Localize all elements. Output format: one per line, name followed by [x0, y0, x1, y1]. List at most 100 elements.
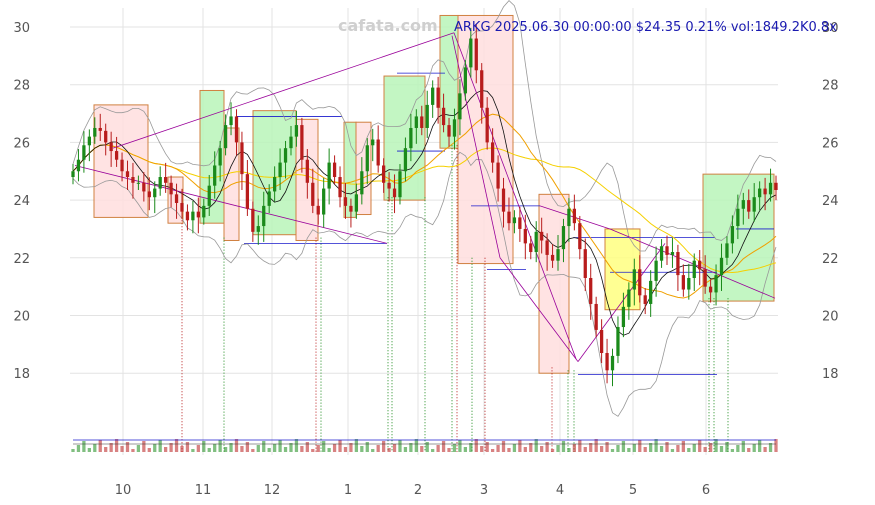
volume-bar — [147, 448, 151, 452]
y-tick-label: 22 — [13, 252, 30, 267]
volume-bar — [360, 446, 364, 452]
level-lines — [236, 72, 774, 376]
candle-body — [698, 260, 702, 270]
candle-body — [207, 185, 211, 206]
volume-bar — [136, 445, 141, 452]
volume-bar — [501, 441, 506, 452]
volume-bar — [256, 445, 260, 452]
candle-body — [125, 171, 130, 178]
volume-bar — [703, 447, 707, 452]
volume-bar — [469, 443, 473, 452]
volume-bar — [676, 445, 680, 452]
candle-body — [763, 188, 767, 195]
volume-bar — [589, 443, 593, 452]
candle-body — [741, 200, 745, 209]
volume-bar — [659, 446, 664, 452]
candle-body — [381, 165, 386, 183]
volume-bar — [665, 442, 669, 452]
candle-body — [76, 159, 81, 172]
candle-body — [610, 355, 615, 371]
volume-bar — [169, 443, 173, 452]
volume-bar — [262, 441, 266, 452]
volume-bar — [267, 448, 271, 452]
candle-body — [458, 93, 462, 120]
candle-body — [638, 269, 642, 296]
volume-bar — [142, 441, 146, 452]
candle-body — [245, 174, 250, 209]
volume-bar — [561, 441, 566, 452]
volume-bars — [71, 439, 778, 452]
volume-bar — [572, 444, 576, 452]
volume-bar — [153, 444, 157, 452]
volume-bar — [627, 448, 631, 452]
volume-bar — [93, 444, 97, 452]
candle-body — [327, 162, 331, 189]
trend-line — [577, 243, 666, 362]
volume-bar — [251, 449, 255, 452]
candle-body — [436, 87, 440, 108]
candle-body — [289, 136, 293, 149]
candle-body — [687, 277, 691, 290]
moving-averages — [72, 90, 777, 336]
candle-body — [164, 177, 168, 183]
x-tick-label: 1 — [344, 483, 352, 498]
candle-body — [142, 182, 146, 192]
volume-bar — [131, 449, 135, 452]
candle-body — [529, 243, 533, 253]
trend-line — [453, 32, 577, 359]
volume-bar — [332, 444, 337, 452]
volume-bar — [529, 443, 533, 452]
signal-markers — [181, 145, 729, 452]
volume-bar — [768, 443, 773, 452]
x-tick-label: 11 — [195, 483, 212, 498]
volume-bar — [300, 446, 304, 452]
candle-body — [768, 182, 773, 195]
candle-body — [93, 127, 97, 137]
price-boxes — [93, 14, 775, 374]
candle-body — [714, 275, 718, 293]
x-tick-label: 5 — [629, 483, 637, 498]
candle-body — [114, 151, 119, 160]
candle-body — [294, 125, 299, 137]
volume-bar — [278, 440, 282, 452]
candle-body — [147, 191, 151, 198]
candle-body — [185, 211, 190, 221]
candle-body — [191, 211, 195, 221]
candle-body — [251, 208, 255, 232]
candle-body — [649, 280, 653, 304]
y-tick-label: 18 — [822, 367, 839, 382]
bollinger-upper — [72, 0, 777, 252]
candle-body — [82, 145, 86, 160]
volume-bar — [392, 444, 397, 452]
candle-body — [180, 202, 184, 212]
candle-body — [343, 197, 348, 206]
volume-bar — [687, 448, 691, 452]
candle-body — [425, 104, 429, 128]
candle-body — [747, 200, 751, 212]
candle-body — [158, 177, 162, 189]
y-tick-label: 20 — [13, 310, 30, 325]
volume-bar — [490, 449, 495, 452]
volume-bar — [512, 444, 517, 452]
candle-body — [169, 182, 173, 195]
volume-bar — [458, 440, 462, 452]
y-tick-label: 24 — [822, 194, 839, 209]
title-change: 0.21% — [685, 20, 726, 35]
candle-body — [174, 194, 179, 203]
candle-body — [463, 67, 468, 94]
moving-average-short — [72, 90, 777, 336]
candle-body — [643, 295, 647, 304]
candle-body — [556, 249, 560, 261]
candle-body — [599, 329, 604, 354]
volume-bar — [114, 439, 119, 452]
x-tick-label: 3 — [480, 483, 488, 498]
volume-bar — [371, 449, 375, 452]
candle-body — [229, 116, 233, 126]
candle-body — [109, 142, 113, 152]
candle-body — [758, 188, 762, 198]
candle-body — [452, 119, 457, 137]
candle-body — [213, 165, 217, 186]
candle-body — [512, 217, 517, 224]
volume-bar — [109, 443, 113, 452]
